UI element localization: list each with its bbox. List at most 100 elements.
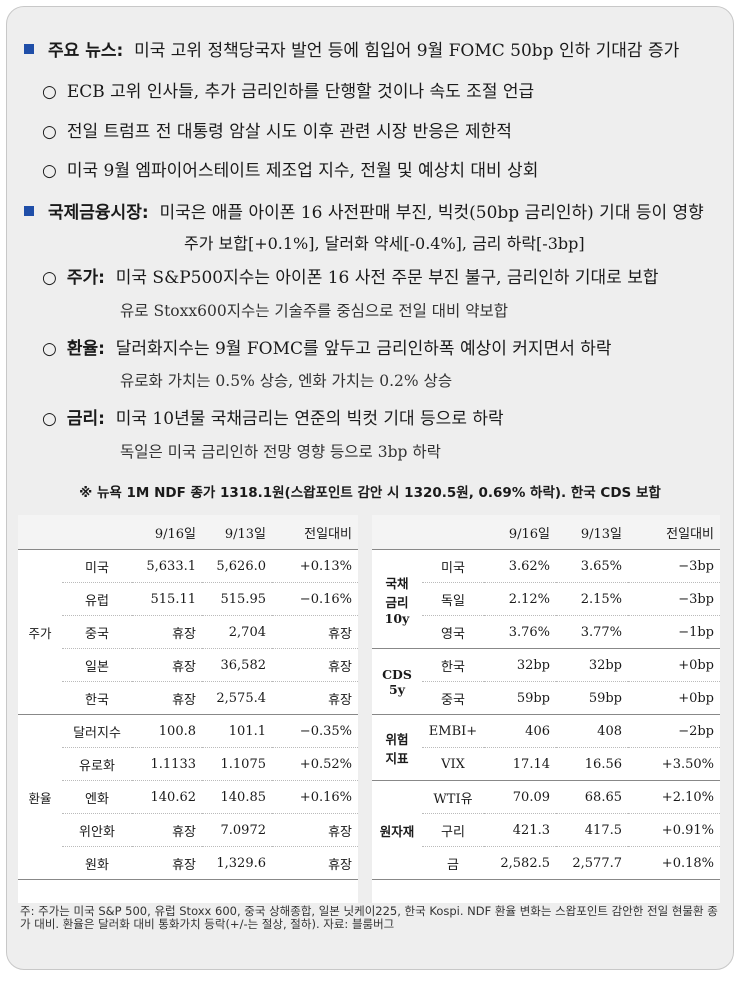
value-cell: 2.12%	[484, 582, 556, 616]
value-cell: 3.65%	[556, 549, 628, 583]
value-cell: 휴장	[132, 813, 202, 847]
value-cell: 32bp	[484, 648, 556, 682]
value-cell: 1.1133	[132, 747, 202, 781]
value-cell: 36,582	[202, 648, 272, 682]
table-row: 구리 421.3 417.5 +0.91%	[372, 813, 720, 847]
value-cell: 408	[556, 714, 628, 748]
row-name-cell: VIX	[422, 747, 484, 781]
value-cell: −3bp	[628, 582, 720, 616]
table-group-label: 국채 금리 10y	[372, 549, 422, 649]
table-row: 위안화 휴장 7.0972 휴장	[18, 813, 358, 847]
value-cell: 휴장	[272, 681, 358, 715]
table-row: 원화 휴장 1,329.6 휴장	[18, 846, 358, 880]
right-market-table: 9/16일 9/13일 전일대비 국채 금리 10y 미국 3.62% 3.65% −3bp 독일…	[372, 515, 720, 903]
table-row: 중국 59bp 59bp +0bp	[372, 681, 720, 715]
circle-bullet-icon: ○	[42, 409, 57, 429]
news-item: ○ ECB 고위 인사들, 추가 금리인하를 단행할 것이나 속도 조절 언급	[42, 81, 534, 103]
value-cell: 3.76%	[484, 615, 556, 649]
value-cell: +0.13%	[272, 549, 358, 583]
news-item: ○ 미국 9월 엠파이어스테이트 제조업 지수, 전월 및 예상치 대비 상회	[42, 160, 538, 182]
value-cell: +0bp	[628, 681, 720, 715]
table-row: 원자재 WTI유 70.09 68.65 +2.10%	[372, 780, 720, 880]
left-market-table: 9/16일 9/13일 전일대비 주가 미국 5,633.1 5,626.0 +0.13% 유…	[18, 515, 358, 903]
table-header-cell: 9/13일	[202, 515, 272, 550]
row-name-cell: 한국	[62, 681, 132, 715]
value-cell: 휴장	[272, 615, 358, 649]
table-group-label: 원자재	[372, 780, 422, 880]
value-cell: 1.1075	[202, 747, 272, 781]
row-name-cell: 금	[422, 846, 484, 880]
section-fx: ○ 환율: 달러화지수는 9월 FOMC를 앞두고 금리인하폭 예상이 커지면서 …	[42, 338, 612, 360]
value-cell: 421.3	[484, 813, 556, 847]
intl-market-text: 미국은 애플 아이폰 16 사전판매 부진, 빅컷(50bp 금리인하) 기대 …	[159, 203, 704, 223]
value-cell: +0bp	[628, 648, 720, 682]
table-row: VIX 17.14 16.56 +3.50%	[372, 747, 720, 781]
value-cell: 5,633.1	[132, 549, 202, 583]
row-name-cell: 미국	[422, 549, 484, 583]
table-group-label: CDS 5y	[372, 648, 422, 715]
row-name-cell: 원화	[62, 846, 132, 880]
row-name-cell: 미국	[62, 549, 132, 583]
section-text: 달러화지수는 9월 FOMC를 앞두고 금리인하폭 예상이 커지면서 하락	[115, 339, 612, 359]
value-cell: +0.52%	[272, 747, 358, 781]
section-sub: 유로 Stoxx600지수는 기술주를 중심으로 전일 대비 약보합	[120, 302, 509, 320]
circle-bullet-icon: ○	[42, 82, 57, 102]
value-cell: 68.65	[556, 780, 628, 814]
section-text: 미국 10년물 국채금리는 연준의 빅컷 기대 등으로 하락	[115, 409, 504, 429]
table-row: 환율 달러지수 100.8 101.1 −0.35%	[18, 714, 358, 880]
value-cell: 140.85	[202, 780, 272, 814]
table-row: 위험 지표 EMBI+ 406 408 −2bp	[372, 714, 720, 781]
section-sub: 독일은 미국 금리인하 전망 영향 등으로 3bp 하락	[120, 443, 441, 461]
value-cell: −0.16%	[272, 582, 358, 616]
section-stocks: ○ 주가: 미국 S&P500지수는 아이폰 16 사전 주문 부진 불구, 금리…	[42, 267, 659, 289]
table-row: 엔화 140.62 140.85 +0.16%	[18, 780, 358, 814]
value-cell: 3.77%	[556, 615, 628, 649]
value-cell: 515.95	[202, 582, 272, 616]
value-cell: +0.18%	[628, 846, 720, 880]
row-name-cell: 달러지수	[62, 714, 132, 748]
value-cell: 100.8	[132, 714, 202, 748]
table-header-cell	[372, 515, 422, 550]
value-cell: +3.50%	[628, 747, 720, 781]
value-cell: −2bp	[628, 714, 720, 748]
value-cell: 휴장	[272, 813, 358, 847]
row-name-cell: WTI유	[422, 780, 484, 814]
table-header-cell	[422, 515, 484, 550]
value-cell: 휴장	[272, 846, 358, 880]
intl-market-label: 국제금융시장:	[48, 203, 149, 223]
row-name-cell: 유럽	[62, 582, 132, 616]
news-item-text: ECB 고위 인사들, 추가 금리인하를 단행할 것이나 속도 조절 언급	[66, 82, 535, 102]
main-news-text: 미국 고위 정책당국자 발언 등에 힘입어 9월 FOMC 50bp 인하 기대…	[134, 41, 680, 61]
value-cell: +0.16%	[272, 780, 358, 814]
value-cell: +2.10%	[628, 780, 720, 814]
table-row: 유로화 1.1133 1.1075 +0.52%	[18, 747, 358, 781]
value-cell: 7.0972	[202, 813, 272, 847]
news-item-text: 전일 트럼프 전 대통령 암살 시도 이후 관련 시장 반응은 제한적	[66, 122, 512, 142]
value-cell: 1,329.6	[202, 846, 272, 880]
main-news-label: 주요 뉴스:	[48, 41, 124, 61]
value-cell: 70.09	[484, 780, 556, 814]
row-name-cell: EMBI+	[422, 714, 484, 748]
circle-bullet-icon: ○	[42, 161, 57, 181]
section-label: 주가:	[66, 268, 105, 288]
value-cell: −1bp	[628, 615, 720, 649]
value-cell: 140.62	[132, 780, 202, 814]
table-row: 한국 휴장 2,575.4 휴장	[18, 681, 358, 715]
table-row: 영국 3.76% 3.77% −1bp	[372, 615, 720, 649]
row-name-cell: 중국	[422, 681, 484, 715]
value-cell: 휴장	[272, 648, 358, 682]
value-cell: 2,577.7	[556, 846, 628, 880]
value-cell: 17.14	[484, 747, 556, 781]
value-cell: 3.62%	[484, 549, 556, 583]
value-cell: 2,582.5	[484, 846, 556, 880]
value-cell: 59bp	[556, 681, 628, 715]
circle-bullet-icon: ○	[42, 339, 57, 359]
table-header-cell	[18, 515, 62, 550]
value-cell: +0.91%	[628, 813, 720, 847]
row-name-cell: 영국	[422, 615, 484, 649]
value-cell: 2.15%	[556, 582, 628, 616]
value-cell: 59bp	[484, 681, 556, 715]
value-cell: 417.5	[556, 813, 628, 847]
value-cell: 16.56	[556, 747, 628, 781]
row-name-cell: 한국	[422, 648, 484, 682]
